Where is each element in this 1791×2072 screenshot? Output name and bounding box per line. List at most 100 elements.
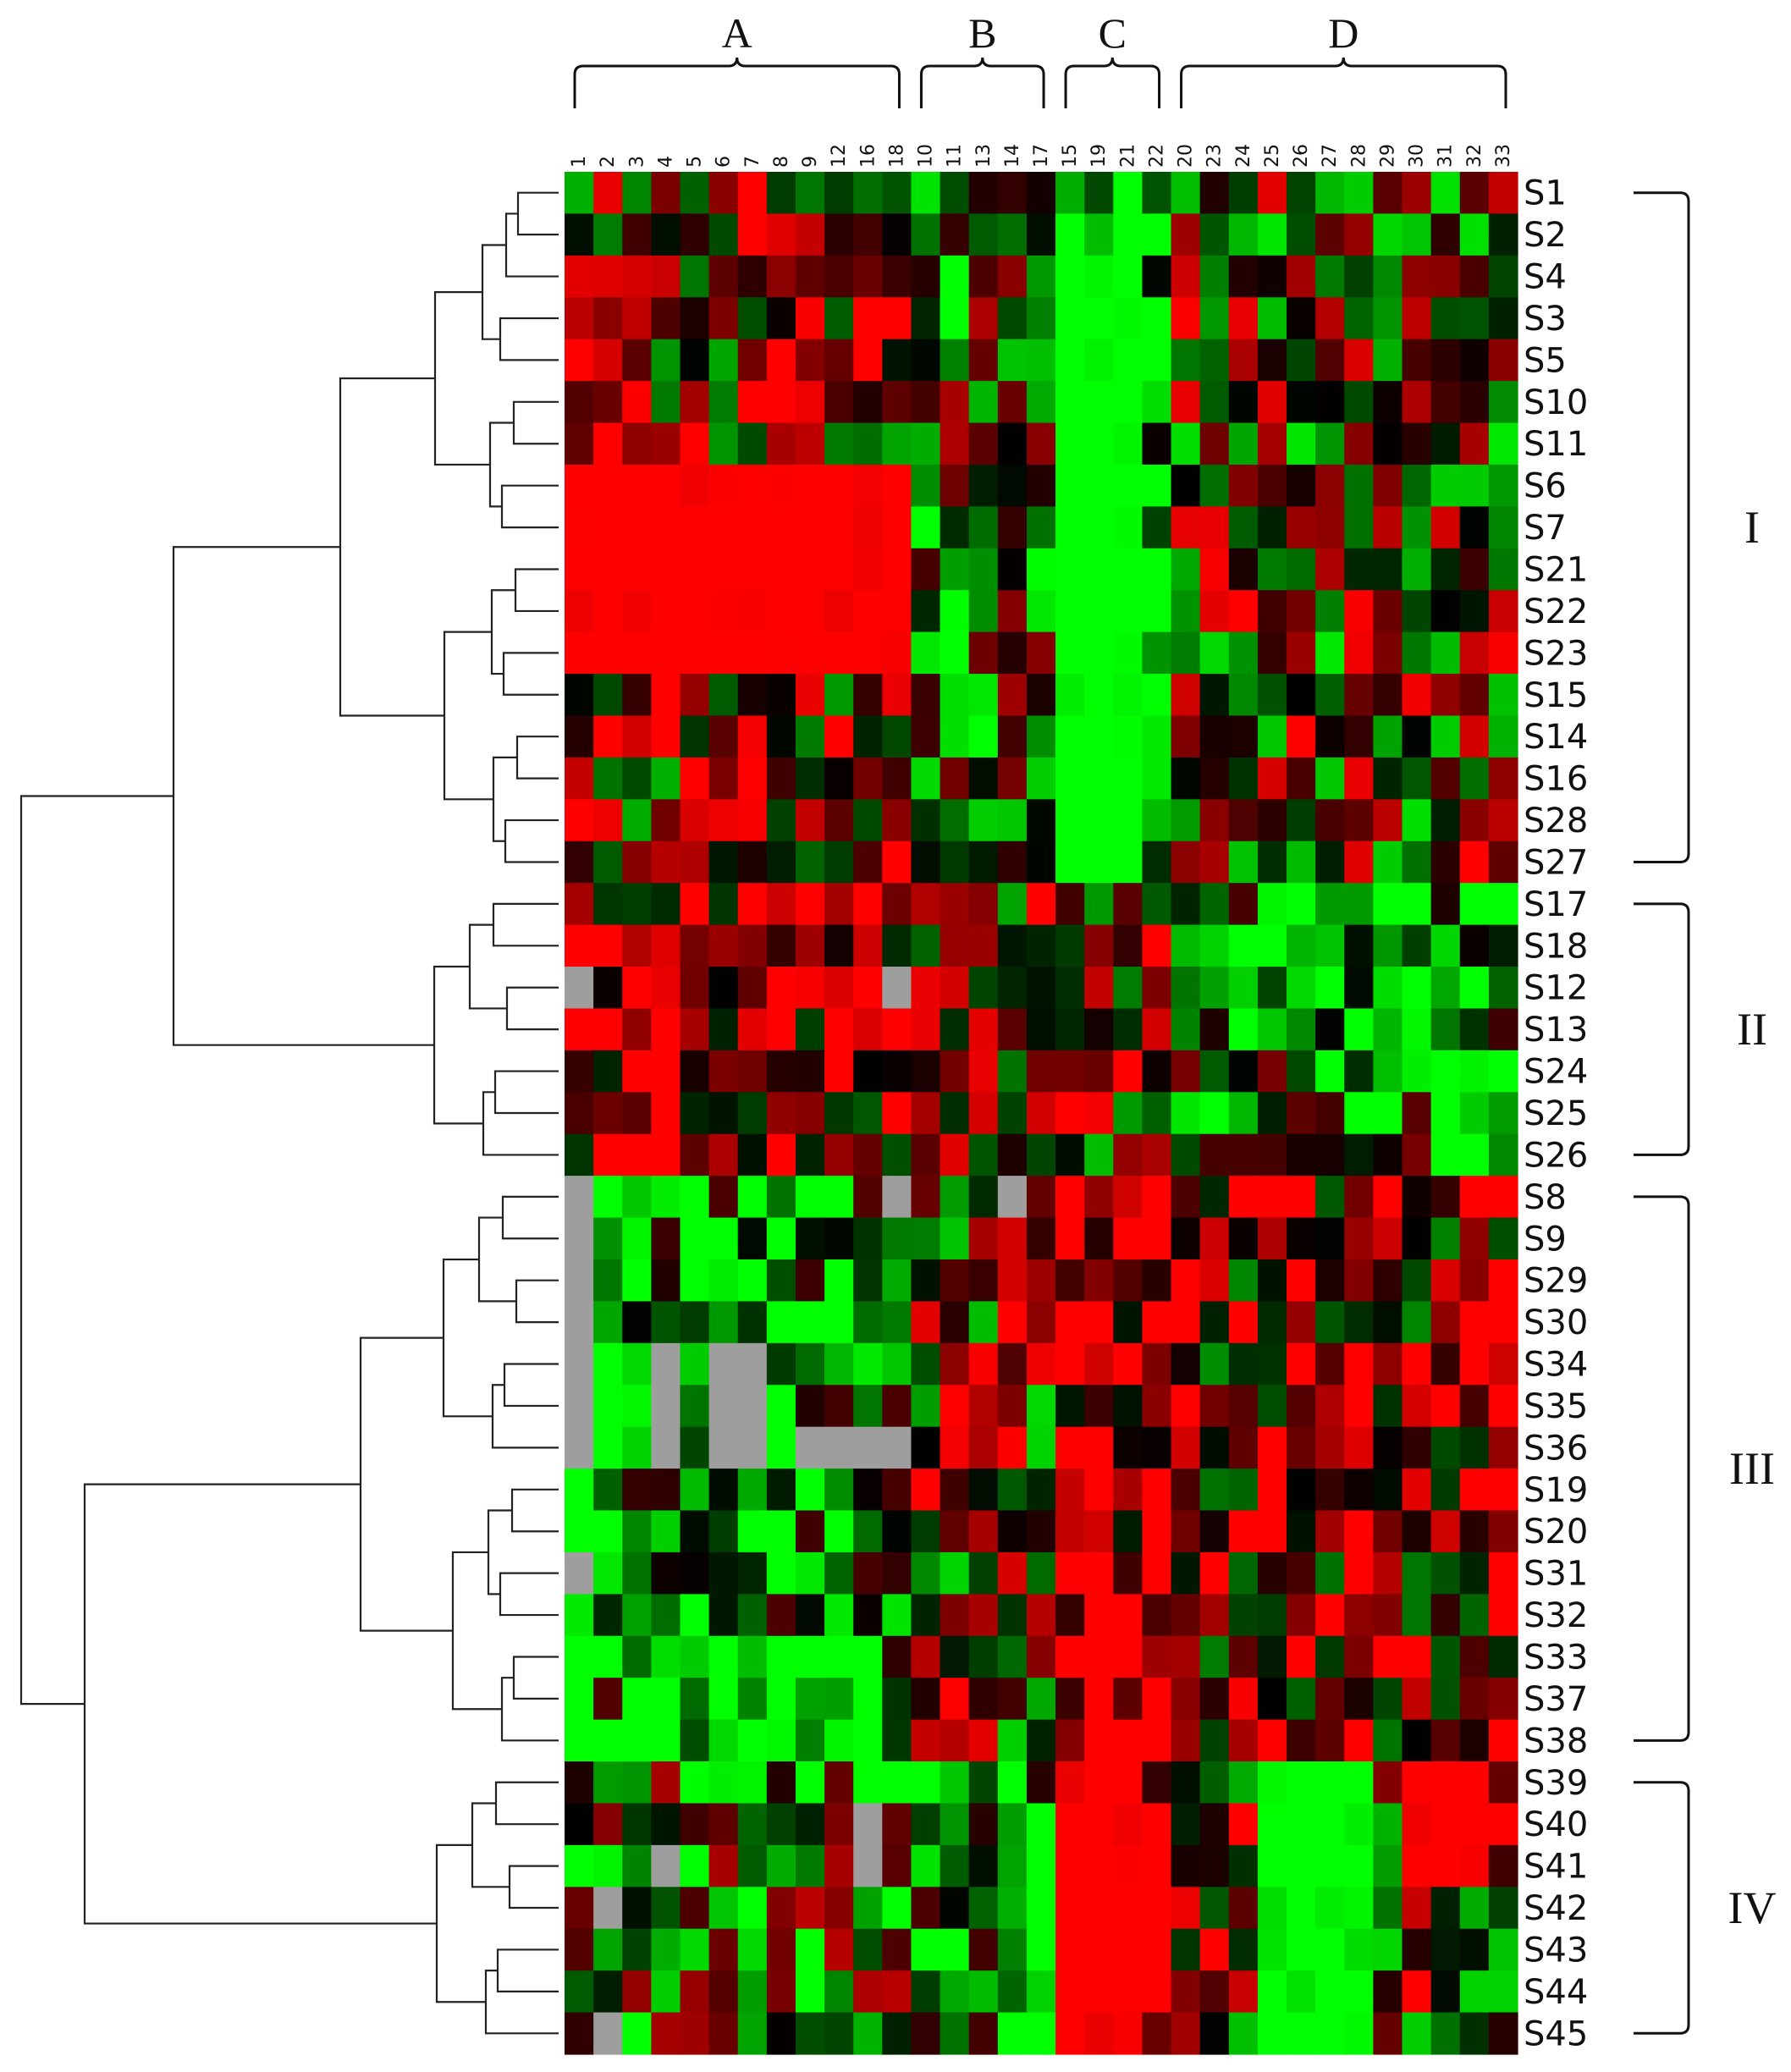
heatmap-cell — [795, 1426, 825, 1469]
heatmap-cell — [1228, 2012, 1259, 2055]
heatmap-cell — [1488, 381, 1518, 424]
heatmap-cell — [1430, 1217, 1461, 1260]
heatmap-cell — [1287, 1050, 1316, 1093]
heatmap-cell — [853, 1510, 883, 1553]
heatmap-cell — [853, 1635, 883, 1678]
heatmap-cell — [766, 1803, 796, 1846]
heatmap-cell — [766, 1635, 796, 1678]
heatmap-cell — [1287, 924, 1316, 967]
heatmap-cell — [882, 297, 912, 340]
heatmap-cell — [593, 1635, 623, 1678]
heatmap-cell — [1315, 1426, 1345, 1469]
heatmap-cell — [737, 1469, 768, 1512]
heatmap-cell — [1113, 1259, 1143, 1302]
heatmap-cell — [680, 255, 710, 298]
heatmap-cell — [1373, 1594, 1403, 1637]
heatmap-cell — [622, 715, 652, 758]
heatmap-cell — [1459, 757, 1490, 800]
heatmap-cell — [737, 506, 768, 549]
heatmap-cell — [1199, 1301, 1230, 1344]
heatmap-cell — [1402, 1551, 1432, 1595]
heatmap-cell — [766, 1385, 796, 1428]
heatmap-cell — [1171, 1259, 1201, 1302]
heatmap-cell — [940, 506, 970, 549]
heatmap-cell — [882, 967, 912, 1010]
heatmap-cell — [1199, 674, 1230, 717]
heatmap-cell — [1171, 1176, 1201, 1219]
heatmap-cell — [708, 548, 739, 591]
heatmap-cell — [1402, 172, 1432, 215]
heatmap-cell — [1026, 1050, 1056, 1093]
heatmap-cell — [1199, 1844, 1230, 1887]
heatmap-cell — [1430, 924, 1461, 967]
heatmap-cell — [1171, 1469, 1201, 1512]
heatmap-cell — [1459, 422, 1490, 466]
heatmap-cell — [1257, 2012, 1287, 2055]
heatmap-cell — [1430, 1008, 1461, 1051]
heatmap-cell — [911, 1887, 941, 1930]
heatmap-cell — [1171, 1133, 1201, 1177]
heatmap-cell — [911, 213, 941, 256]
heatmap-cell — [1459, 1887, 1490, 1930]
heatmap-cell — [1199, 548, 1230, 591]
heatmap-cell — [1084, 1176, 1114, 1219]
heatmap-cell — [737, 1761, 768, 1805]
heatmap-cell — [1430, 1844, 1461, 1887]
heatmap-cell — [824, 172, 854, 215]
heatmap-cell — [680, 840, 710, 884]
heatmap-cell — [708, 1970, 739, 2014]
heatmap-cell — [1228, 883, 1259, 926]
heatmap-cell — [1113, 297, 1143, 340]
heatmap-cell — [708, 715, 739, 758]
heatmap-cell — [824, 1678, 854, 1721]
heatmap-cell — [680, 506, 710, 549]
heatmap-cell — [708, 1761, 739, 1805]
heatmap-cell — [737, 339, 768, 382]
heatmap-cell — [708, 1719, 739, 1762]
heatmap-cell — [940, 1678, 970, 1721]
heatmap-cell — [766, 1970, 796, 2014]
heatmap-cell — [1344, 799, 1374, 842]
heatmap-cell — [737, 1133, 768, 1177]
heatmap-cell — [1055, 715, 1085, 758]
heatmap-cell — [680, 1092, 710, 1135]
heatmap-cell — [1373, 1928, 1403, 1971]
heatmap-cell — [853, 1678, 883, 1721]
heatmap-cell — [1026, 2012, 1056, 2055]
heatmap-cell — [680, 1259, 710, 1302]
heatmap-cell — [1199, 967, 1230, 1010]
heatmap-cell — [708, 674, 739, 717]
heatmap-cell — [1228, 1594, 1259, 1637]
heatmap-cell — [1344, 1050, 1374, 1093]
heatmap-cell — [1142, 1259, 1172, 1302]
heatmap-cell — [1488, 1426, 1518, 1469]
heatmap-cell — [997, 883, 1028, 926]
heatmap-cell — [1171, 1217, 1201, 1260]
heatmap-cell — [1084, 1719, 1114, 1762]
heatmap-cell — [1373, 1510, 1403, 1553]
heatmap-cell — [1228, 1426, 1259, 1469]
heatmap-cell — [1199, 1385, 1230, 1428]
heatmap-cell — [593, 2012, 623, 2055]
heatmap-cell — [1459, 1551, 1490, 1595]
heatmap-cell — [737, 1385, 768, 1428]
column-labels: 1 2 3 4 5 6 7 8 9 12 16 18 10 11 13 14 17 15 19 21 22 20 23 24 2… — [569, 144, 1514, 168]
heatmap-cell — [795, 255, 825, 298]
heatmap-cell — [997, 339, 1028, 382]
heatmap-cell — [1373, 1133, 1403, 1177]
heatmap-cell — [737, 883, 768, 926]
heatmap-cell — [1113, 1133, 1143, 1177]
heatmap-cell — [940, 590, 970, 633]
heatmap-cell — [795, 715, 825, 758]
heatmap-cell — [651, 967, 681, 1010]
heatmap-cell — [565, 799, 594, 842]
row-labels: S1S2S4S3S5S10S11S6S7S21S22S23S15S14S16S2… — [1524, 174, 1588, 2054]
heatmap-cell — [882, 1008, 912, 1051]
heatmap-cell — [1171, 297, 1201, 340]
heatmap-cell — [1344, 213, 1374, 256]
heatmap-cell — [940, 172, 970, 215]
heatmap-cell — [593, 1385, 623, 1428]
heatmap-cell — [708, 213, 739, 256]
heatmap-cell — [1488, 715, 1518, 758]
heatmap-cell — [766, 1594, 796, 1637]
